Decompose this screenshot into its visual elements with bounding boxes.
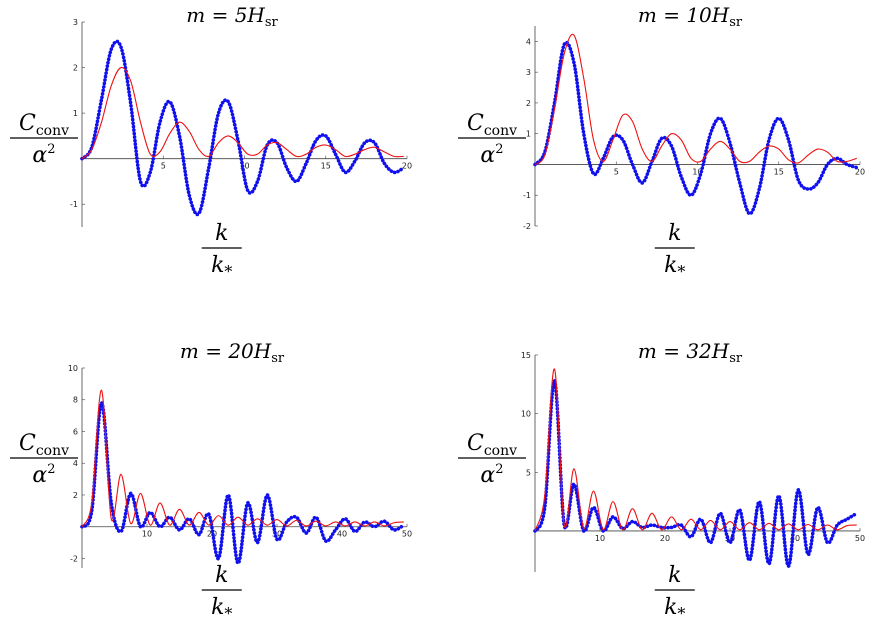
y-tick-label: 1 <box>73 109 78 118</box>
y-tick-label: 2 <box>73 64 78 73</box>
blue-dotted-series <box>533 40 859 216</box>
svg-text:α2: α2 <box>32 142 55 168</box>
svg-text:Cconv: Cconv <box>467 111 517 139</box>
x-label-denominator: k* <box>664 253 685 281</box>
red-solid-series <box>81 67 404 160</box>
y-tick-label: 15 <box>521 351 531 360</box>
panel-title-sub: sr <box>729 15 743 30</box>
x-label-denominator: k* <box>211 595 232 620</box>
x-tick-label: 40 <box>790 534 800 543</box>
y-axis-label: Cconv α2 <box>10 111 78 168</box>
x-tick-label: 10 <box>142 530 152 539</box>
x-tick-label: 15 <box>774 167 784 176</box>
panel-title-sub: sr <box>729 351 743 366</box>
svg-text:α2: α2 <box>480 142 503 168</box>
x-tick-label: 10 <box>239 162 249 171</box>
panel-title: m = 5Hsr <box>186 3 278 30</box>
panel-title: m = 10Hsr <box>638 3 743 30</box>
x-axis-label: k k* <box>201 563 242 620</box>
x-tick-label: 50 <box>855 534 865 543</box>
x-tick-label: 10 <box>692 167 702 176</box>
panel-title-main: m = 20H <box>180 339 272 363</box>
y-tick-label: 10 <box>521 410 531 419</box>
panel-title: m = 32Hsr <box>638 339 743 366</box>
panel-title-sub: sr <box>271 351 285 366</box>
x-axis-label: k k* <box>201 221 242 281</box>
blue-dotted-series <box>533 378 859 568</box>
x-tick-label: 5 <box>614 167 619 176</box>
panel-title-main: m = 10H <box>638 3 730 27</box>
panel-title-main: m = 32H <box>638 339 730 363</box>
y-tick-label: 5 <box>526 468 531 477</box>
x-tick-label: 40 <box>337 530 347 539</box>
blue-dotted-series <box>80 401 406 566</box>
y-axis-label: Cconv α2 <box>458 431 526 488</box>
x-label-numerator: k <box>668 221 681 246</box>
svg-text:α2: α2 <box>32 462 55 488</box>
chart-panel-2: m = 10Hsr Cconv α2 k k* 5 10 15 20 -2 -1 1 2 3 4 <box>458 3 865 281</box>
panel-title-main: m = 5H <box>186 3 265 27</box>
x-tick-label: 50 <box>402 530 412 539</box>
panel-title-sub: sr <box>265 15 279 30</box>
x-tick-label: 15 <box>321 162 331 171</box>
y-tick-label: 2 <box>73 491 78 500</box>
y-tick-label: -1 <box>70 200 78 209</box>
x-label-denominator: k* <box>211 253 232 281</box>
chart-panel-4: m = 32Hsr Cconv α2 k k* 10 20 30 40 50 5 10 15 <box>458 339 865 620</box>
y-tick-label: 4 <box>526 37 531 46</box>
y-tick-label: 8 <box>73 396 78 405</box>
y-axis-label: Cconv α2 <box>10 431 78 488</box>
x-tick-label: 30 <box>725 534 735 543</box>
y-tick-label: -1 <box>523 191 531 200</box>
y-tick-label: 10 <box>68 364 78 373</box>
y-tick-label: 6 <box>73 427 78 436</box>
x-tick-label: 30 <box>272 530 282 539</box>
svg-text:Cconv: Cconv <box>19 111 69 139</box>
x-label-denominator: k* <box>664 595 685 620</box>
red-solid-series <box>534 368 857 532</box>
y-tick-label: 2 <box>526 99 531 108</box>
x-axis-label: k k* <box>654 563 695 620</box>
y-tick-label: -2 <box>523 222 531 231</box>
blue-dotted-series <box>80 39 406 217</box>
y-tick-label: -2 <box>70 554 78 563</box>
y-axis-label: Cconv α2 <box>458 111 526 168</box>
y-tick-label: 4 <box>73 459 78 468</box>
x-tick-label: 20 <box>660 534 670 543</box>
x-label-numerator: k <box>668 563 681 588</box>
panel-title: m = 20Hsr <box>180 339 285 366</box>
svg-text:Cconv: Cconv <box>467 431 517 459</box>
svg-text:α2: α2 <box>480 462 503 488</box>
x-tick-label: 10 <box>595 534 605 543</box>
x-tick-label: 5 <box>161 162 166 171</box>
x-label-numerator: k <box>215 563 228 588</box>
red-solid-series <box>534 33 857 165</box>
x-label-numerator: k <box>215 221 228 246</box>
y-tick-label: 1 <box>526 130 531 139</box>
y-tick-label: 3 <box>526 68 531 77</box>
svg-text:Cconv: Cconv <box>19 431 69 459</box>
x-axis-label: k k* <box>654 221 695 281</box>
red-solid-series <box>81 389 404 528</box>
x-tick-label: 20 <box>855 167 865 176</box>
x-tick-label: 20 <box>402 162 412 171</box>
chart-panel-1: m = 5Hsr Cconv α2 k k* 5 10 15 20 -1 1 2 3 <box>10 3 412 281</box>
y-tick-label: 3 <box>73 18 78 27</box>
